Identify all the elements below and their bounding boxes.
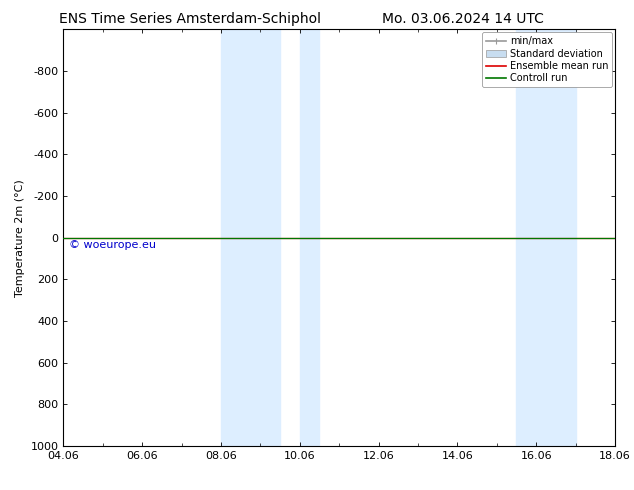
Bar [221,29,280,446]
Bar [517,29,576,446]
Text: ENS Time Series Amsterdam-Schiphol: ENS Time Series Amsterdam-Schiphol [59,12,321,26]
Y-axis label: Temperature 2m (°C): Temperature 2m (°C) [15,179,25,296]
Bar [300,29,320,446]
Text: © woeurope.eu: © woeurope.eu [69,240,156,250]
Legend: min/max, Standard deviation, Ensemble mean run, Controll run: min/max, Standard deviation, Ensemble me… [482,32,612,87]
Text: Mo. 03.06.2024 14 UTC: Mo. 03.06.2024 14 UTC [382,12,544,26]
